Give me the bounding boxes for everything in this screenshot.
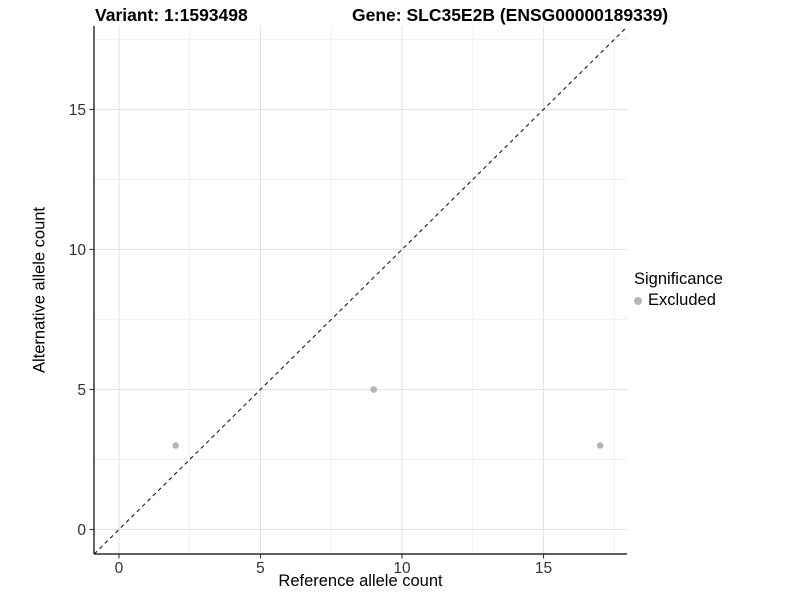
variant-title: Variant: 1:1593498 xyxy=(95,5,248,25)
identity-dashed-line xyxy=(93,26,628,555)
gene-title: Gene: SLC35E2B (ENSG00000189339) xyxy=(352,5,669,25)
x-axis-title: Reference allele count xyxy=(278,572,443,590)
y-tick-label: 5 xyxy=(77,382,86,399)
data-point xyxy=(596,442,604,449)
y-axis-title: Alternative allele count xyxy=(30,206,49,374)
legend: Significance Excluded xyxy=(634,270,723,310)
x-tick-label: 15 xyxy=(535,560,552,577)
data-point xyxy=(172,442,179,449)
x-tick-label: 0 xyxy=(115,560,124,577)
legend-item-excluded: Excluded xyxy=(634,291,723,310)
legend-point-icon xyxy=(634,296,642,305)
y-tick-label: 0 xyxy=(77,522,86,539)
x-tick-label: 10 xyxy=(393,560,411,577)
legend-title: Significance xyxy=(634,270,723,288)
y-tick-label: 15 xyxy=(69,102,86,119)
legend-item-label: Excluded xyxy=(648,291,716,309)
x-tick-label: 5 xyxy=(256,560,265,577)
y-tick-label: 10 xyxy=(69,242,87,259)
data-point xyxy=(370,386,378,393)
